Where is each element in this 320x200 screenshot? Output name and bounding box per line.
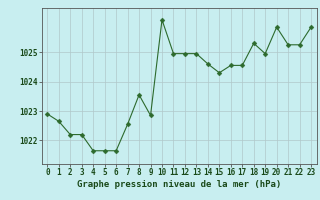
X-axis label: Graphe pression niveau de la mer (hPa): Graphe pression niveau de la mer (hPa)	[77, 180, 281, 189]
